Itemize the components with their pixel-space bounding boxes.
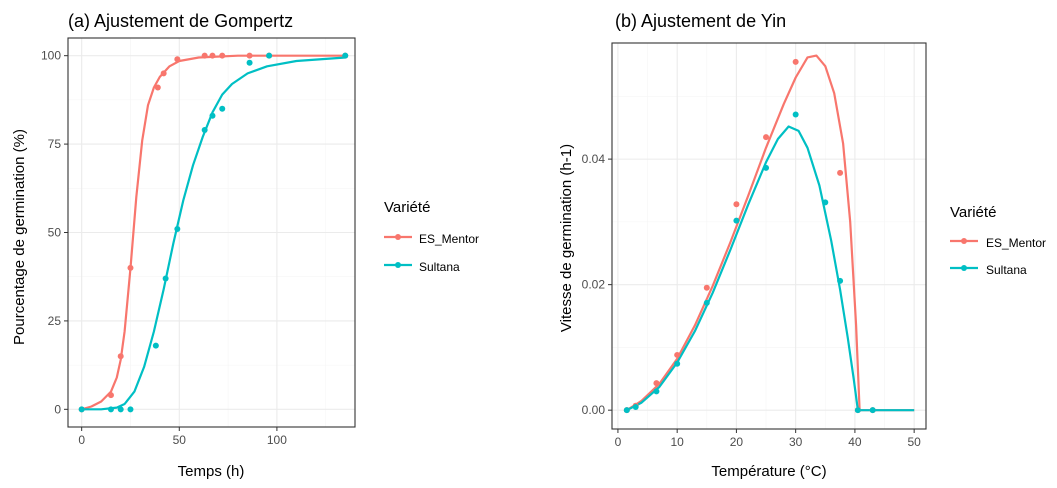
yin-y-tick-label: 0.04 [582,152,606,166]
yin-point-sultana [733,217,740,224]
yin-point-sultana [869,407,876,414]
yin-x-tick-label: 40 [848,435,862,449]
yin-fit-line-es-mentor [626,54,915,412]
yin-fit-lines [626,54,915,412]
gompertz-points [78,52,349,413]
yin-point-sultana [763,164,770,171]
yin-point-sultana [854,407,861,414]
gompertz-x-tick-label: 100 [267,433,287,447]
yin-y-tick-label: 0.00 [582,403,606,417]
gompertz-point-sultana [162,275,169,282]
gompertz-point-sultana [117,406,124,413]
gompertz-point-es-mentor [174,56,181,63]
gompertz-point-sultana [78,406,85,413]
gompertz-point-es-mentor [127,264,134,271]
gompertz-point-es-mentor [117,353,124,360]
yin-point-es-mentor [763,134,770,141]
gompertz-x-ticks: 0 50 100 [78,427,287,447]
gompertz-y-tick-label: 100 [41,49,61,63]
gompertz-grid [68,38,355,427]
gompertz-panel: (a) Ajustement de Gompertz 0 50 100 0 25 50 7… [11,11,479,480]
gompertz-legend-key-point-sultana [395,262,401,268]
yin-legend-label-es-mentor: ES_Mentor [986,236,1046,250]
gompertz-legend-key-point-es-mentor [395,234,401,240]
yin-legend-title: Variété [950,204,996,221]
gompertz-point-sultana [152,342,159,349]
gompertz-point-sultana [266,52,273,59]
gompertz-legend-label-sultana: Sultana [419,260,460,274]
yin-point-es-mentor [733,201,740,208]
gompertz-title: (a) Ajustement de Gompertz [68,11,293,31]
gompertz-x-axis-label: Temps (h) [178,463,245,480]
gompertz-point-sultana [209,112,216,119]
yin-point-es-mentor [837,169,844,176]
yin-x-tick-label: 30 [789,435,803,449]
yin-point-sultana [623,407,630,414]
yin-grid [612,43,926,429]
yin-points [623,58,876,414]
gompertz-y-tick-label: 0 [54,402,61,416]
yin-point-sultana [792,111,799,118]
yin-point-es-mentor [792,58,799,65]
gompertz-x-tick-label: 50 [173,433,187,447]
yin-legend-label-sultana: Sultana [986,263,1027,277]
yin-x-tick-label: 20 [730,435,744,449]
gompertz-legend-label-es-mentor: ES_Mentor [419,232,479,246]
yin-x-axis-label: Température (°C) [711,463,826,480]
yin-point-sultana [822,199,829,206]
gompertz-y-ticks: 0 25 50 75 100 [41,49,68,416]
yin-x-tick-label: 0 [615,435,622,449]
yin-point-es-mentor [703,284,710,291]
yin-panel-border [611,42,927,430]
yin-panel: (b) Ajustement de Yin 0 10 20 30 40 50 0.000.… [558,11,1046,480]
yin-point-sultana [703,299,710,306]
gompertz-y-tick-label: 75 [48,137,62,151]
gompertz-point-sultana [107,406,114,413]
yin-legend-key-point-es-mentor [961,238,967,244]
gompertz-point-sultana [201,126,208,133]
yin-title: (b) Ajustement de Yin [615,11,786,31]
gompertz-point-sultana [342,52,349,59]
gompertz-point-sultana [127,406,134,413]
yin-y-axis-label: Vitesse de germination (h-1) [558,144,575,332]
gompertz-point-es-mentor [201,52,208,59]
yin-point-es-mentor [653,380,660,387]
yin-x-tick-label: 10 [670,435,684,449]
gompertz-x-tick-label: 0 [78,433,85,447]
yin-fit-line-sultana [626,125,915,412]
yin-legend: Variété ES_Mentor Sultana [950,204,1046,277]
gompertz-point-es-mentor [246,52,253,59]
gompertz-point-es-mentor [160,70,167,77]
yin-x-ticks: 0 10 20 30 40 50 [615,429,921,449]
gompertz-y-axis-label: Pourcentage de germination (%) [11,129,28,345]
gompertz-point-es-mentor [154,84,161,91]
gompertz-y-tick-label: 25 [48,314,62,328]
yin-x-tick-label: 50 [907,435,921,449]
gompertz-point-es-mentor [219,52,226,59]
gompertz-point-sultana [174,225,181,232]
gompertz-point-sultana [246,59,253,66]
yin-point-sultana [837,277,844,284]
gompertz-point-es-mentor [209,52,216,59]
yin-point-sultana [632,404,639,411]
yin-point-es-mentor [674,351,681,358]
gompertz-legend: Variété ES_Mentor Sultana [384,199,479,274]
gompertz-y-tick-label: 50 [48,226,62,240]
gompertz-fit-line-sultana [81,56,346,411]
yin-panel-background [612,43,926,429]
yin-y-ticks: 0.00 0.02 0.04 [582,152,612,417]
gompertz-legend-title: Variété [384,199,430,216]
yin-y-tick-label: 0.02 [582,278,606,292]
gompertz-point-es-mentor [107,392,114,399]
yin-point-sultana [653,388,660,395]
yin-point-sultana [674,360,681,367]
gompertz-point-sultana [219,105,226,112]
yin-legend-key-point-sultana [961,265,967,271]
